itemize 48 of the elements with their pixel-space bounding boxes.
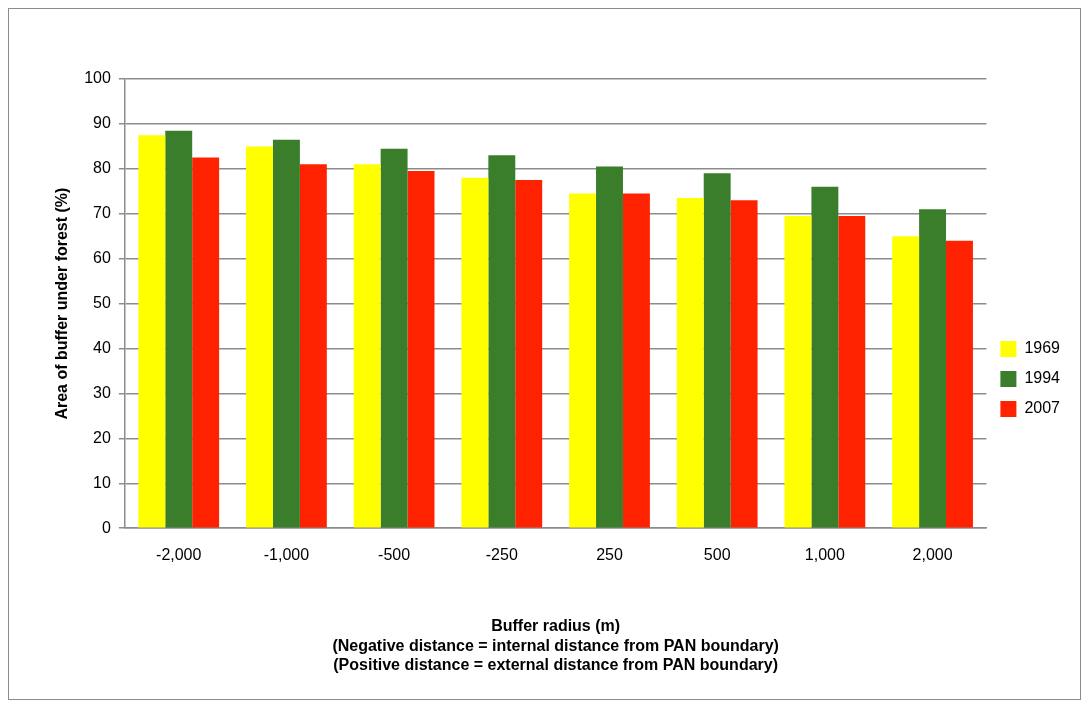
legend-label: 1969 xyxy=(1024,339,1061,357)
bar xyxy=(380,148,408,528)
bar xyxy=(407,171,435,528)
bar xyxy=(622,193,650,528)
x-tick-label: -1,000 xyxy=(263,546,310,564)
y-tick-label: 100 xyxy=(84,69,111,87)
bar xyxy=(596,166,623,528)
x-tick-label: 500 xyxy=(703,546,731,564)
y-tick-label: 50 xyxy=(93,294,111,312)
bar xyxy=(569,193,597,528)
y-tick-label: 30 xyxy=(93,383,111,401)
bar xyxy=(811,186,839,528)
bar xyxy=(730,200,758,528)
bar xyxy=(488,155,516,528)
bar xyxy=(192,157,220,528)
bar xyxy=(138,135,166,528)
bar xyxy=(272,139,300,528)
y-tick-label: 40 xyxy=(93,338,111,356)
x-tick-label: 250 xyxy=(596,546,623,564)
y-tick-label: 20 xyxy=(93,428,111,446)
x-tick-label: -2,000 xyxy=(156,546,202,564)
bar xyxy=(353,164,381,528)
bar xyxy=(515,180,543,528)
bar xyxy=(919,209,947,528)
bar xyxy=(676,198,704,528)
x-tick-label: -250 xyxy=(485,546,518,564)
y-tick-label: 10 xyxy=(93,473,111,491)
x-tick-label: 2,000 xyxy=(912,546,953,564)
x-tick-label: 1,000 xyxy=(804,546,845,564)
x-tick-label: -500 xyxy=(378,546,411,564)
y-tick-label: 0 xyxy=(101,518,111,536)
y-axis-title: Area of buffer under forest (%) xyxy=(53,187,71,420)
bar xyxy=(784,216,812,528)
legend-label: 1994 xyxy=(1024,369,1061,387)
bar xyxy=(246,146,273,528)
bar xyxy=(946,240,973,528)
y-tick-label: 60 xyxy=(93,249,111,267)
bar xyxy=(461,177,489,528)
bar xyxy=(892,236,920,528)
y-tick-label: 80 xyxy=(93,159,111,177)
bar xyxy=(165,130,193,528)
legend-label: 2007 xyxy=(1024,399,1061,417)
y-tick-label: 90 xyxy=(93,114,111,132)
bar xyxy=(299,164,327,528)
bar xyxy=(838,216,866,528)
x-axis-title: Buffer radius (m) (Negative distance = internal distance from PAN boundary) (Positive distance = external distance from PAN boundary) xyxy=(332,617,779,673)
bar xyxy=(703,173,731,528)
y-tick-label: 70 xyxy=(93,204,111,222)
